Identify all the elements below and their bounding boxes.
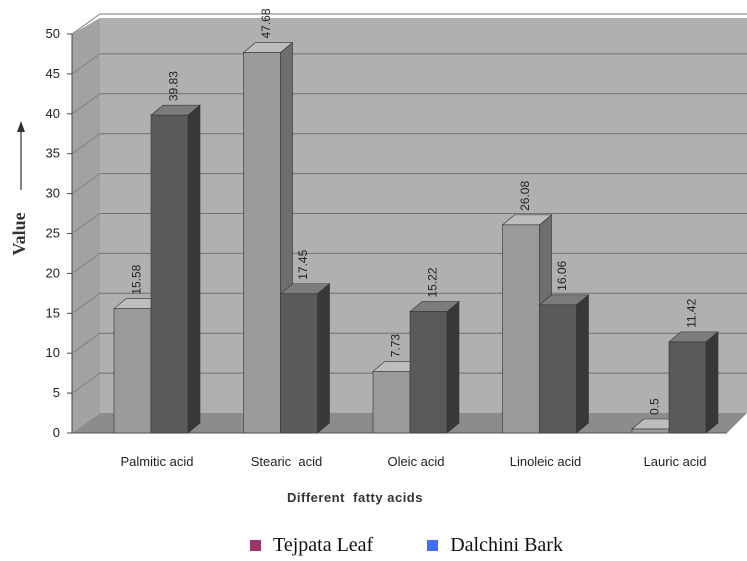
- x-tick-label: Palmitic acid: [121, 454, 194, 469]
- x-tick-label: Stearic acid: [251, 454, 323, 469]
- y-tick-label: 0: [53, 425, 60, 440]
- legend-item-series-1: Tejpata Leaf: [250, 534, 373, 557]
- data-label-1-2: 47.68: [259, 8, 273, 38]
- gridline-side: [71, 133, 101, 155]
- y-tick-label: 25: [46, 226, 60, 241]
- gridline-side: [71, 292, 101, 314]
- y-tick-label: 5: [53, 385, 60, 400]
- x-tick-label: Oleic acid: [387, 454, 444, 469]
- y-tick-label: 45: [46, 66, 60, 81]
- gridline-side: [71, 372, 101, 394]
- data-label-1-1: 15.58: [130, 264, 144, 294]
- gridline-side: [71, 213, 101, 234]
- y-axis-label: Value: [9, 212, 29, 255]
- bar-1-2: [242, 41, 294, 434]
- legend-label-series-2: Dalchini Bark: [450, 534, 563, 556]
- gridline-side: [71, 332, 101, 354]
- data-label-2-4: 16.06: [555, 260, 569, 290]
- legend-swatch-series-1: [250, 540, 261, 551]
- x-axis-label: Different fatty acids: [287, 490, 423, 505]
- y-tick-label: 30: [46, 186, 60, 201]
- y-tick-label: 15: [46, 305, 60, 320]
- bar-2-2: [279, 283, 331, 434]
- y-axis-arrow: [17, 121, 25, 190]
- y-tick-label: 20: [46, 265, 60, 280]
- gridline-side: [71, 13, 101, 35]
- gridline-side: [71, 53, 101, 75]
- data-label-2-5: 11.42: [685, 298, 699, 327]
- y-tick-label: 10: [46, 345, 60, 360]
- data-label-2-3: 15.22: [426, 267, 440, 297]
- gridline-side: [71, 173, 101, 195]
- data-label-2-2: 17.45: [296, 249, 310, 279]
- gridline-side: [71, 252, 101, 274]
- data-label-1-3: 7.73: [389, 334, 403, 358]
- bar-2-4: [538, 294, 590, 434]
- data-label-2-1: 39.83: [167, 71, 181, 101]
- left-wall: [72, 18, 100, 433]
- x-tick-label: Linoleic acid: [510, 454, 582, 469]
- bar-2-1: [150, 104, 201, 434]
- y-tick-label: 35: [46, 146, 60, 161]
- y-tick-label: 50: [46, 26, 60, 41]
- y-tick-label: 40: [46, 106, 60, 121]
- data-label-1-5: 0.5: [648, 398, 662, 415]
- bar-2-3: [409, 300, 460, 434]
- x-tick-label: Lauric acid: [644, 454, 707, 469]
- legend-label-series-1: Tejpata Leaf: [273, 534, 374, 556]
- legend: Tejpata Leaf Dalchini Bark: [250, 534, 617, 557]
- gridline-side: [71, 93, 101, 115]
- legend-swatch-series-2: [427, 540, 439, 551]
- bar-2-5: [668, 331, 719, 434]
- data-label-1-4: 26.08: [518, 181, 532, 211]
- legend-item-series-2: Dalchini Bark: [427, 534, 563, 557]
